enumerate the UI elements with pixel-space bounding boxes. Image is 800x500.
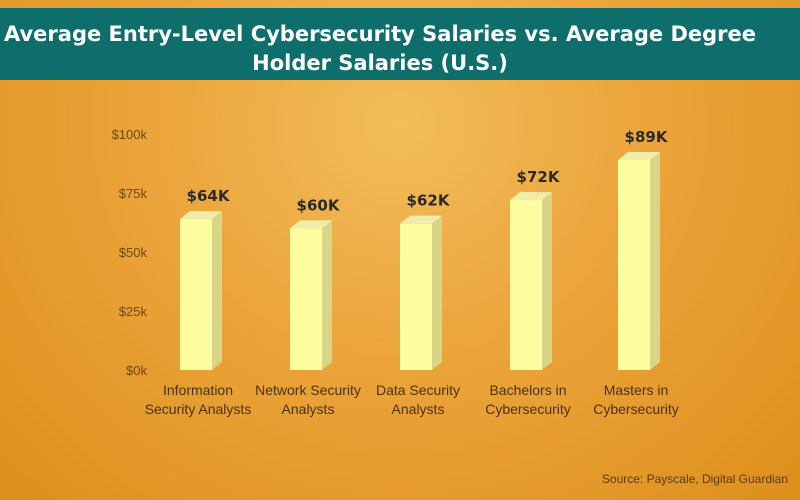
- chart-title-line-2: Holder Salaries (U.S.): [252, 51, 508, 75]
- data-label: $62K: [407, 192, 451, 210]
- y-tick-label: $100k: [112, 127, 148, 142]
- x-tick-label: Bachelors in: [489, 382, 566, 398]
- bar-side: [650, 151, 660, 370]
- title-bar: Average Entry-Level Cybersecurity Salari…: [0, 8, 800, 80]
- bar: [618, 159, 650, 370]
- x-tick-label: Cybersecurity: [593, 401, 679, 417]
- y-tick-label: $50k: [119, 245, 148, 260]
- bar-top: [180, 210, 222, 219]
- data-label: $60K: [297, 196, 341, 214]
- x-tick-label: Network Security: [255, 382, 361, 398]
- chart-title-line-1: Average Entry-Level Cybersecurity Salari…: [3, 22, 757, 46]
- bar: [400, 223, 432, 370]
- source-note: Source: Payscale, Digital Guardian: [601, 472, 788, 486]
- x-tick-label: Data Security: [376, 382, 460, 398]
- bar-side: [542, 192, 552, 370]
- x-tick-label: Analysts: [282, 401, 335, 417]
- bar-top: [290, 220, 332, 229]
- y-tick-label: $0k: [126, 363, 147, 378]
- x-tick-label: Information: [163, 382, 233, 398]
- y-tick-label: $25k: [119, 304, 148, 319]
- y-tick-label: $75k: [119, 186, 148, 201]
- bar-side: [322, 220, 332, 370]
- bar-top: [400, 215, 442, 224]
- data-label: $72K: [517, 168, 561, 186]
- data-label: $64K: [187, 187, 231, 205]
- data-label: $89K: [625, 128, 669, 146]
- x-tick-label: Security Analysts: [145, 401, 252, 417]
- x-tick-label: Analysts: [392, 401, 445, 417]
- bar: [510, 200, 542, 370]
- bar: [180, 218, 212, 370]
- bar-side: [432, 215, 442, 370]
- bar-top: [618, 151, 660, 160]
- bar-top: [510, 192, 552, 201]
- x-tick-label: Cybersecurity: [485, 401, 571, 417]
- bar-side: [212, 210, 222, 370]
- x-tick-label: Masters in: [604, 382, 669, 398]
- bar: [290, 228, 322, 370]
